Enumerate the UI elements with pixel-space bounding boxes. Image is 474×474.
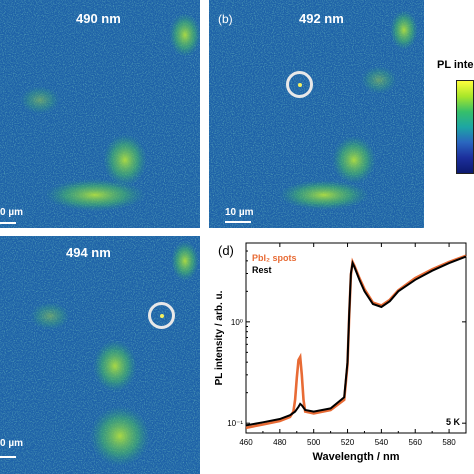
pl-map-b [209,0,424,228]
series-line-rest [245,255,467,427]
y-tick-label: 10⁻¹ [227,419,243,428]
x-tick-label: 580 [442,438,456,447]
colorbar [456,80,474,174]
panel-d-letter: (d) [218,243,234,258]
pl-map-a [0,0,200,228]
legend-rest: Rest [252,265,272,275]
pbi2-spot-marker-c [148,302,175,329]
panel-b-title: 492 nm [299,11,344,26]
panel-a-scalebar [0,222,16,224]
map-panel-a: 490 nm 0 µm [0,0,200,228]
x-tick-label: 560 [409,438,423,447]
panel-c-scalebar-label: 0 µm [0,438,23,449]
legend-pbi2-spots: PbI₂ spots [252,253,297,263]
x-tick-label: 520 [341,438,355,447]
panel-b-scalebar-label: 10 µm [225,207,254,218]
x-tick-label: 500 [307,438,321,447]
map-panel-c: 494 nm 0 µm [0,236,200,474]
x-tick-label: 480 [273,438,287,447]
temperature-annotation: 5 K [446,417,461,427]
x-tick-label: 460 [239,438,253,447]
panel-b-letter: (b) [218,12,233,26]
x-tick-label: 540 [375,438,389,447]
map-panel-b: (b) 492 nm 10 µm [209,0,424,228]
pl-map-c [0,236,200,474]
pbi2-spot-c [159,313,164,318]
panel-a-title: 490 nm [76,11,121,26]
panel-b-scalebar [225,221,251,223]
series-line-pbi2-spots [245,254,467,430]
colorbar-title: PL inten [437,59,474,71]
pbi2-spot-b [297,82,302,87]
pbi2-spot-marker-b [286,71,313,98]
pl-spectrum-chart: 460 480 500 520 540 560 580 10⁻¹ 10⁰ Wavelength /… [214,242,467,463]
panel-c-title: 494 nm [66,245,111,260]
x-axis-label: Wavelength / nm [313,451,400,463]
y-axis-label: PL intensity / arb. u. [214,290,225,385]
panel-a-scalebar-label: 0 µm [0,207,23,218]
panel-c-scalebar [0,456,16,458]
y-tick-label: 10⁰ [231,318,243,327]
